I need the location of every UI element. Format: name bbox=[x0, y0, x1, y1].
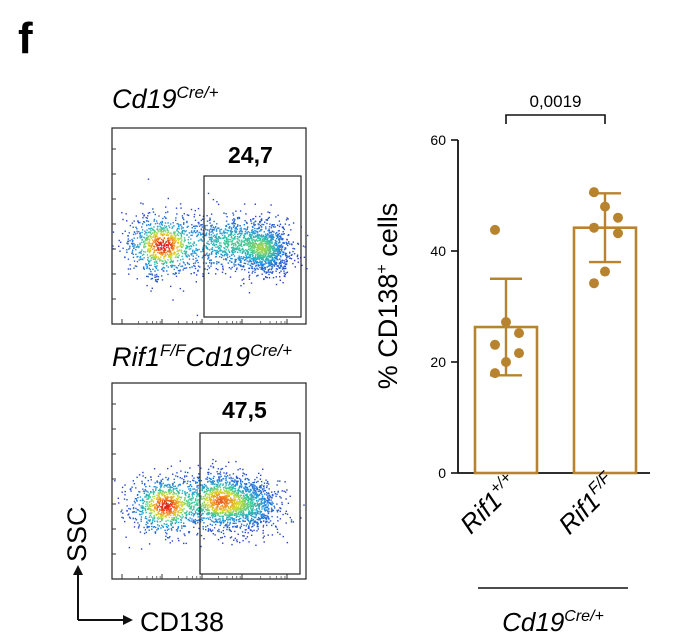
data-point-2-7 bbox=[589, 278, 599, 289]
significance-bracket-line bbox=[505, 114, 606, 124]
bar-2 bbox=[572, 226, 638, 475]
cd138-axis-label: CD138 bbox=[140, 607, 224, 637]
flow-plot-2-frame bbox=[111, 382, 307, 580]
category-label-1: Rif1+/+ bbox=[454, 469, 524, 539]
data-point-2-6 bbox=[600, 266, 610, 277]
flow-plot-2-genotype-base: Cd19 bbox=[186, 342, 251, 372]
category-label-2: Rif1F/F bbox=[552, 468, 624, 540]
bar-chart-category-labels: Rif1+/+ Rif1F/F bbox=[454, 468, 624, 540]
flow-plot-1-genotype-sup: Cre/+ bbox=[177, 83, 219, 102]
y-axis-title-main: % CD138 bbox=[373, 274, 403, 390]
y-tick-label-60: 60 bbox=[430, 132, 446, 148]
flow-plot-1-ticks bbox=[112, 148, 288, 324]
flow-plot-2-gate bbox=[199, 432, 301, 575]
flow-plot-2-genotype-prefix-sup: F/F bbox=[160, 341, 187, 360]
y-axis-title-suffix: cells bbox=[373, 203, 403, 265]
significance-bracket: 0,0019 bbox=[505, 92, 606, 124]
group-label: Cd19Cre/+ bbox=[502, 607, 604, 637]
bar-chart-y-axis-title: % CD138+ cells bbox=[373, 203, 403, 389]
bar-chart-y-ticks: 0 20 40 60 bbox=[430, 132, 458, 481]
data-point-2-4 bbox=[589, 222, 599, 233]
flow-plot-2-genotype-prefix: Rif1 bbox=[112, 342, 160, 372]
data-point-2-3 bbox=[613, 212, 623, 223]
data-point-1-7 bbox=[490, 368, 500, 379]
y-axis-title-sup: + bbox=[374, 264, 391, 273]
y-tick-label-40: 40 bbox=[430, 243, 446, 259]
flow-plot-2-genotype-sup: Cre/+ bbox=[250, 341, 292, 360]
data-point-2-1 bbox=[589, 187, 599, 198]
flow-plot-2: 47,5 bbox=[111, 382, 307, 580]
flow-plot-2-ticks bbox=[112, 403, 288, 579]
data-point-1-5 bbox=[514, 348, 524, 359]
data-point-1-1 bbox=[490, 224, 500, 235]
flow-plot-1-genotype: Cd19Cre/+ bbox=[112, 83, 219, 114]
y-tick-label-0: 0 bbox=[438, 465, 446, 481]
data-point-1-4 bbox=[490, 339, 500, 350]
data-point-2-5 bbox=[613, 228, 623, 239]
group-label-sup: Cre/+ bbox=[564, 608, 604, 625]
flow-plot-2-genotype: Rif1F/FCd19Cre/+ bbox=[112, 341, 292, 372]
data-point-1-3 bbox=[514, 328, 524, 339]
flow-plot-1-gate bbox=[203, 175, 302, 318]
flow-plot-1-density-cloud bbox=[112, 178, 309, 317]
ssc-axis-label: SSC bbox=[62, 506, 92, 562]
data-point-2-2 bbox=[600, 201, 610, 212]
bar-chart-bars bbox=[473, 226, 638, 475]
flow-plot-1-gate-value: 24,7 bbox=[228, 142, 273, 168]
flow-plot-1-frame bbox=[111, 127, 307, 325]
flow-plot-1-genotype-base: Cd19 bbox=[112, 84, 177, 114]
p-value-label: 0,0019 bbox=[530, 92, 582, 111]
flow-plot-1: 24,7 bbox=[111, 127, 309, 325]
y-tick-label-20: 20 bbox=[430, 354, 446, 370]
panel-letter: f bbox=[18, 14, 33, 63]
data-point-1-6 bbox=[501, 357, 511, 367]
group-label-base: Cd19 bbox=[502, 607, 564, 637]
bar-chart-points bbox=[490, 187, 623, 379]
flow-plot-2-gate-value: 47,5 bbox=[222, 397, 267, 423]
data-point-1-2 bbox=[501, 317, 511, 328]
